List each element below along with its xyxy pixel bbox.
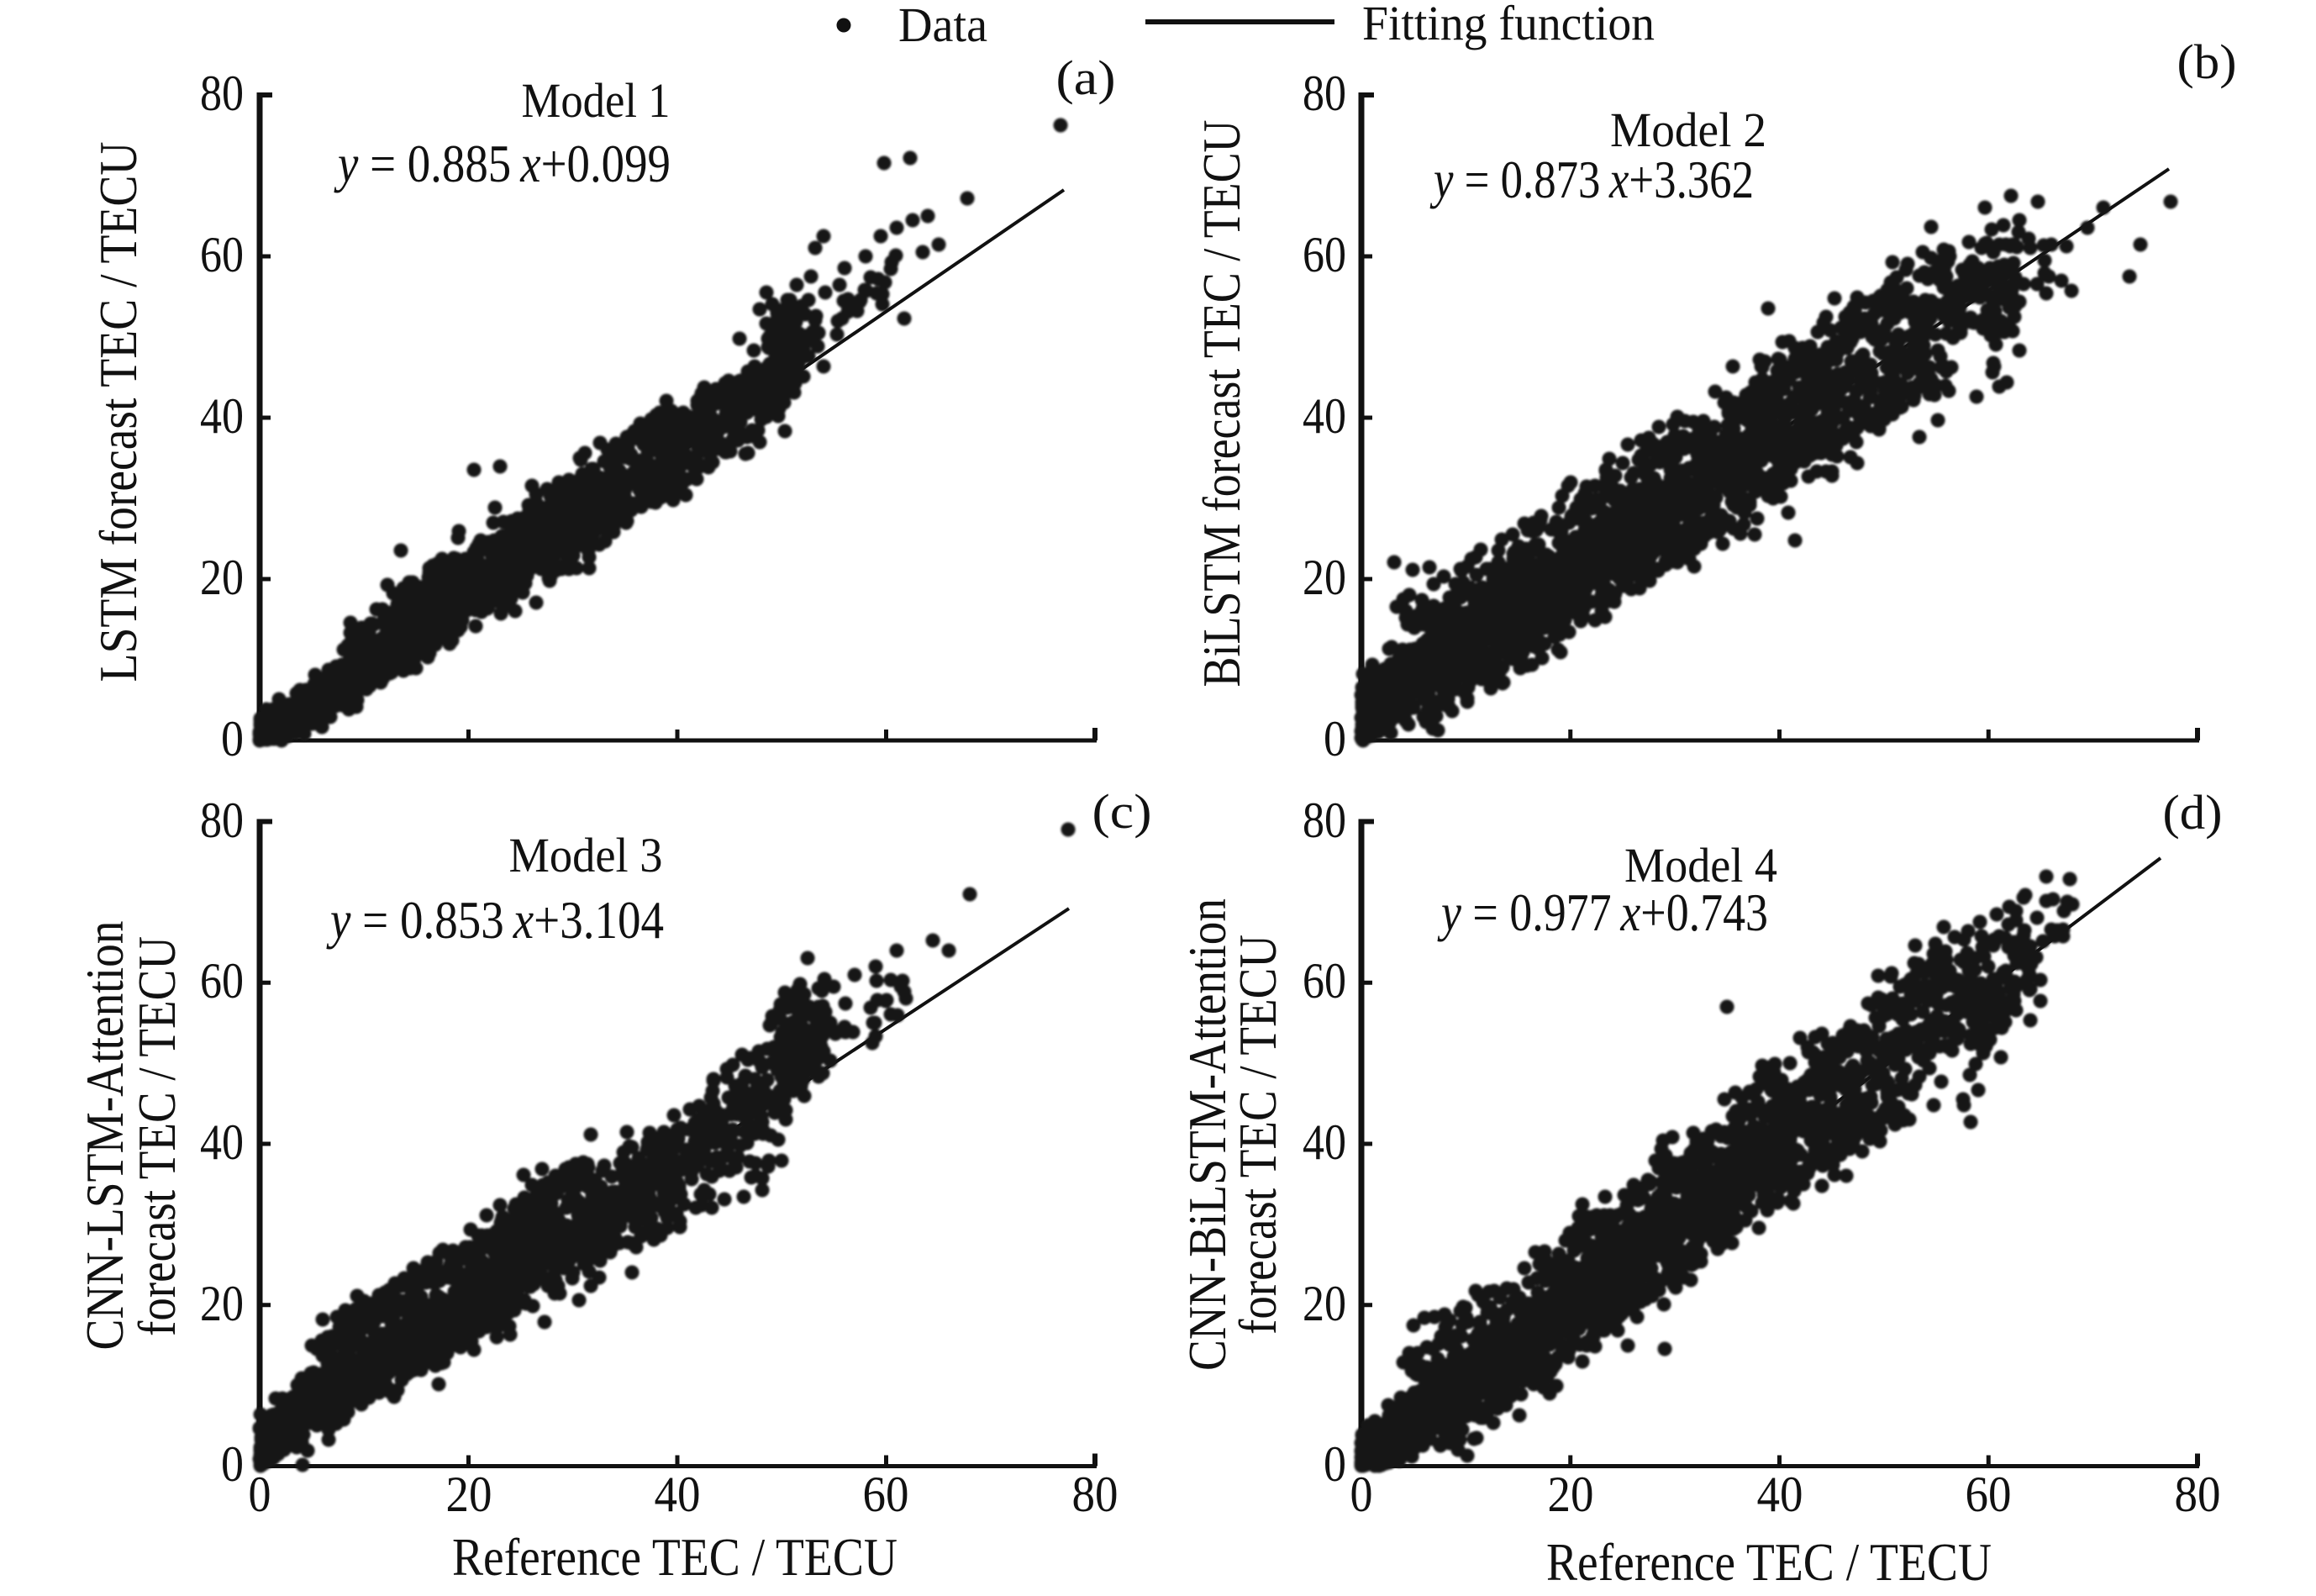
svg-text:0: 0 (1350, 1467, 1373, 1522)
svg-text:20: 20 (446, 1467, 492, 1522)
svg-text:60: 60 (1303, 227, 1346, 282)
svg-text:20: 20 (1548, 1467, 1594, 1522)
svg-text:0: 0 (221, 1436, 244, 1492)
svg-text:80: 80 (1072, 1467, 1119, 1522)
svg-text:Model 1: Model 1 (522, 73, 671, 128)
svg-text:0: 0 (249, 1467, 271, 1522)
svg-text:CNN-LSTM-Attention: CNN-LSTM-Attention (75, 921, 134, 1351)
svg-text:20: 20 (200, 1276, 244, 1331)
svg-text:60: 60 (1303, 953, 1346, 1009)
svg-text:40: 40 (200, 1114, 244, 1170)
svg-text:BiLSTM forecast TEC / TECU: BiLSTM forecast TEC / TECU (1192, 120, 1251, 687)
svg-text:(d): (d) (2163, 785, 2223, 840)
svg-text:60: 60 (1966, 1467, 2012, 1522)
svg-text:20: 20 (200, 550, 244, 605)
svg-text:CNN-BiLSTM-Attention: CNN-BiLSTM-Attention (1177, 898, 1237, 1371)
svg-text:20: 20 (1303, 550, 1346, 605)
svg-text:60: 60 (200, 227, 244, 282)
svg-text:forecast TEC / TECU: forecast TEC / TECU (1228, 935, 1287, 1335)
svg-text:(c): (c) (1092, 784, 1152, 839)
svg-text:40: 40 (1303, 388, 1346, 444)
svg-text:y = 0.977 x+0.743: y = 0.977 x+0.743 (1437, 882, 1768, 942)
svg-text:Model 4: Model 4 (1624, 838, 1777, 893)
svg-text:Model 2: Model 2 (1610, 103, 1766, 157)
svg-text:60: 60 (863, 1467, 909, 1522)
svg-text:80: 80 (1303, 66, 1346, 121)
svg-text:80: 80 (2175, 1467, 2221, 1522)
svg-text:Fitting function: Fitting function (1362, 0, 1655, 50)
svg-text:forecast TEC / TECU: forecast TEC / TECU (127, 936, 187, 1336)
svg-text:Model 3: Model 3 (509, 828, 663, 882)
svg-text:(b): (b) (2177, 34, 2237, 89)
svg-text:20: 20 (1303, 1276, 1346, 1331)
svg-text:40: 40 (200, 388, 244, 444)
svg-text:0: 0 (1324, 1436, 1346, 1492)
svg-text:0: 0 (1324, 711, 1346, 766)
svg-text:(a): (a) (1056, 50, 1116, 105)
svg-text:y = 0.853 x+3.104: y = 0.853 x+3.104 (326, 890, 664, 950)
svg-text:LSTM forecast TEC / TECU: LSTM forecast TEC / TECU (88, 142, 148, 682)
svg-text:40: 40 (1303, 1114, 1346, 1170)
svg-text:40: 40 (1757, 1467, 1803, 1522)
svg-text:Data: Data (898, 0, 987, 52)
svg-text:80: 80 (200, 66, 244, 121)
svg-text:Reference TEC / TECU: Reference TEC / TECU (1546, 1532, 1992, 1592)
svg-text:0: 0 (221, 711, 244, 766)
svg-text:80: 80 (200, 793, 244, 848)
svg-text:y = 0.885 x+0.099: y = 0.885 x+0.099 (334, 134, 671, 193)
svg-text:60: 60 (200, 953, 244, 1009)
svg-text:80: 80 (1303, 793, 1346, 848)
svg-text:40: 40 (655, 1467, 701, 1522)
svg-text:y = 0.873 x+3.362: y = 0.873 x+3.362 (1429, 150, 1754, 209)
svg-text:Reference TEC / TECU: Reference TEC / TECU (452, 1527, 897, 1587)
